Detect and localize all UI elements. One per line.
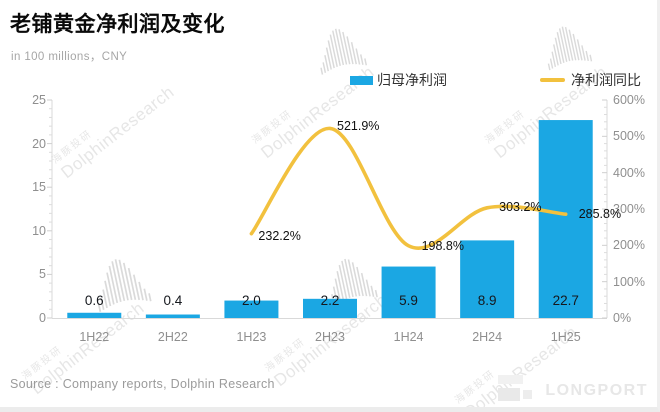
left-axis-label: 20: [32, 136, 46, 151]
bar-2H22: [145, 314, 200, 318]
category-label: 2H23: [315, 330, 345, 344]
right-axis-label: 0%: [613, 311, 632, 325]
bar-value-label: 8.9: [477, 293, 497, 308]
source-note: Source : Company reports, Dolphin Resear…: [10, 377, 275, 391]
legend-item-net-profit: 归母净利润: [350, 70, 447, 90]
right-axis-label: 400%: [613, 165, 645, 180]
bar-value-label: 0.4: [163, 293, 183, 308]
bar-1H23: [224, 300, 279, 318]
bar-value-label: 2.2: [320, 293, 340, 308]
line-value-label: 521.9%: [337, 119, 380, 134]
category-label: 2H24: [472, 330, 503, 344]
legend-label: 净利润同比: [571, 72, 641, 88]
line-series-swatch: [540, 78, 565, 82]
legend-item-yoy: 净利润同比: [540, 70, 641, 90]
line-value-label: 232.2%: [258, 228, 301, 243]
bar-value-label: 2.0: [242, 293, 261, 308]
bar-1H25: [538, 120, 593, 318]
bar-1H24: [381, 266, 436, 318]
category-label: 2H22: [157, 330, 188, 344]
category-label: 1H22: [79, 330, 110, 344]
legend: 归母净利润 净利润同比: [350, 70, 641, 90]
bar-value-label: 22.7: [552, 293, 579, 308]
bar-series-swatch: [350, 75, 373, 85]
left-axis-label: 0: [39, 311, 46, 325]
longport-brand: LONGPORT: [497, 374, 648, 402]
longport-brand-text: LONGPORT: [545, 382, 648, 399]
line-value-label: 303.2%: [499, 199, 542, 214]
bar-value-label: 0.6: [84, 293, 104, 308]
left-axis-label: 25: [32, 93, 46, 107]
chart-subtitle: in 100 millions，CNY: [11, 51, 128, 63]
legend-label: 归母净利润: [377, 72, 447, 88]
left-axis-label: 5: [39, 267, 46, 282]
right-axis-label: 200%: [613, 238, 645, 253]
bar-2H24: [460, 240, 515, 318]
category-label: 1H23: [236, 330, 267, 344]
bar-value-label: 5.9: [399, 293, 418, 308]
right-axis-label: 500%: [613, 129, 645, 144]
yoy-line: [249, 126, 568, 250]
line-value-label: 285.8%: [578, 207, 622, 222]
left-axis-label: 10: [32, 223, 46, 238]
longport-logo-icon: [498, 375, 533, 401]
bar-1H22: [67, 312, 122, 318]
line-value-label: 198.8%: [421, 238, 464, 253]
left-axis-label: 15: [32, 180, 46, 195]
bar-2H23: [303, 298, 357, 318]
right-axis-label: 600%: [613, 93, 645, 107]
chart-title: 老铺黄金净利润及变化: [10, 13, 225, 36]
category-label: 1H24: [393, 330, 424, 344]
right-axis-label: 100%: [613, 274, 645, 289]
right-axis-label: 300%: [613, 202, 645, 216]
category-label: 1H25: [550, 330, 581, 344]
